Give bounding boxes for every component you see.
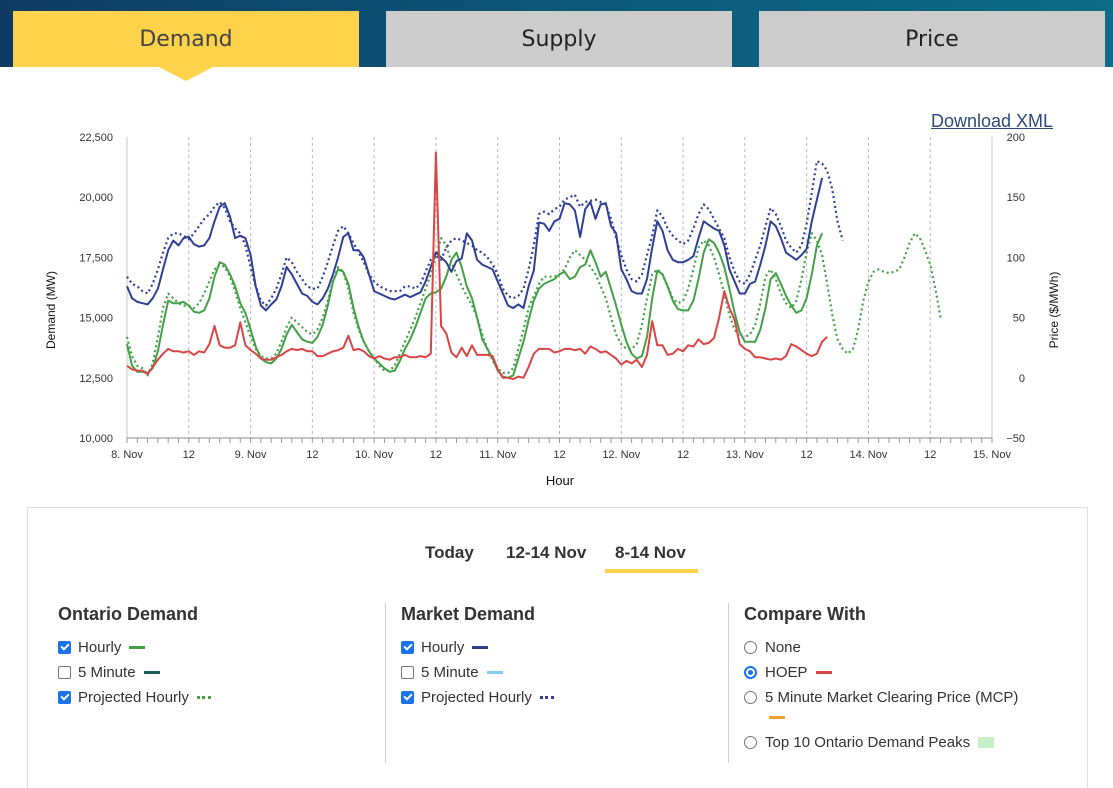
x-tick-label: 13. Nov (726, 449, 764, 461)
y2-tick-label: −50 (1006, 433, 1025, 445)
market-5min-option[interactable]: 5 Minute (401, 662, 503, 682)
column-divider (385, 603, 386, 763)
y-tick-label: 10,000 (79, 433, 113, 445)
ontario-projected-checkbox[interactable] (58, 690, 71, 704)
y-tick-label: 12,500 (79, 373, 113, 385)
compare-peaks-radio[interactable] (744, 735, 757, 749)
y-tick-label: 17,500 (79, 252, 113, 264)
legend-swatch (143, 670, 160, 674)
active-range-underline (605, 569, 698, 573)
series-ontario-hourly (126, 232, 824, 379)
option-label: 5 Minute (421, 663, 479, 681)
series-ontario-projected (125, 232, 942, 377)
active-tab-caret (159, 67, 213, 81)
range-tab-12-14-nov[interactable]: 12-14 Nov (506, 543, 587, 562)
x-tick-label: 15. Nov (973, 449, 1011, 461)
x-tick-label: 12 (306, 449, 318, 461)
option-label: Hourly (421, 638, 465, 656)
ontario-projected-option[interactable]: Projected Hourly (58, 687, 211, 707)
ontario-demand-title: Ontario Demand (58, 604, 199, 624)
legend-swatch (129, 645, 146, 649)
series-hoep (126, 151, 828, 380)
x-tick-label: 12 (677, 449, 689, 461)
market-projected-option[interactable]: Projected Hourly (401, 687, 554, 707)
compare-mcp-radio[interactable] (744, 690, 757, 704)
ontario-5min-option[interactable]: 5 Minute (58, 662, 160, 682)
x-tick-label: 12 (430, 449, 442, 461)
controls-panel (27, 507, 1088, 788)
x-tick-label: 12 (183, 449, 195, 461)
column-divider (728, 603, 729, 763)
market-hourly-checkbox[interactable] (401, 640, 414, 654)
x-tick-label: 12 (924, 449, 936, 461)
y2-tick-label: 150 (1007, 192, 1025, 204)
compare-peaks-option[interactable]: Top 10 Ontario Demand Peaks (744, 732, 995, 752)
compare-hoep-option[interactable]: HOEP (744, 662, 832, 682)
market-projected-checkbox[interactable] (401, 690, 414, 704)
y2-tick-label: 0 (1019, 373, 1025, 385)
y-tick-label: 22,500 (79, 132, 113, 144)
legend-swatch (769, 716, 785, 719)
chart-series (125, 151, 942, 380)
option-label: Projected Hourly (421, 688, 532, 706)
compare-hoep-radio[interactable] (744, 665, 757, 679)
ontario-hourly-option[interactable]: Hourly (58, 637, 146, 657)
y-tick-label: 15,000 (79, 313, 113, 325)
y2-tick-label: 200 (1007, 132, 1025, 144)
tab-demand[interactable]: Demand (13, 11, 359, 67)
legend-swatch (815, 670, 832, 674)
x-tick-label: 8. Nov (111, 449, 143, 461)
y2-axis-title: Price ($/MWh) (1047, 272, 1061, 349)
option-label: None (765, 638, 801, 656)
ontario-5min-checkbox[interactable] (58, 665, 71, 679)
market-hourly-option[interactable]: Hourly (401, 637, 489, 657)
chart-axes: 22,500 20,000 17,500 15,000 12,500 10,000 200 1… (79, 132, 1025, 461)
range-tab-8-14-nov[interactable]: 8-14 Nov (615, 543, 686, 562)
ontario-hourly-checkbox[interactable] (58, 640, 71, 654)
x-tick-label: 11. Nov (479, 449, 517, 461)
x-tick-label: 14. Nov (849, 449, 887, 461)
legend-swatch (978, 736, 995, 748)
x-tick-label: 12. Nov (602, 449, 640, 461)
legend-swatch (196, 695, 211, 699)
option-label: Top 10 Ontario Demand Peaks (765, 733, 971, 751)
option-label: 5 Minute (78, 663, 136, 681)
tab-price[interactable]: Price (759, 11, 1105, 67)
x-axis-title: Hour (546, 473, 575, 488)
legend-swatch (472, 645, 489, 649)
market-5min-checkbox[interactable] (401, 665, 414, 679)
y-axis-title: Demand (MW) (44, 271, 58, 349)
compare-mcp-option[interactable]: 5 Minute Market Clearing Price (MCP) (744, 687, 1018, 707)
demand-chart: 22,500 20,000 17,500 15,000 12,500 10,000 200 1… (44, 132, 1061, 488)
compare-none-radio[interactable] (744, 640, 757, 654)
series-market-hourly (126, 177, 824, 312)
compare-with-title: Compare With (744, 604, 866, 624)
series-market-projected (126, 160, 844, 307)
option-label: Hourly (78, 638, 122, 656)
legend-swatch (486, 670, 503, 674)
y-tick-label: 20,000 (79, 192, 113, 204)
market-demand-title: Market Demand (401, 604, 536, 624)
option-label: HOEP (765, 663, 808, 681)
compare-none-option[interactable]: None (744, 637, 801, 657)
x-tick-label: 9. Nov (235, 449, 267, 461)
option-label: Projected Hourly (78, 688, 189, 706)
tab-supply[interactable]: Supply (386, 11, 732, 67)
y2-tick-label: 100 (1007, 252, 1025, 264)
x-tick-label: 12 (801, 449, 813, 461)
option-label: 5 Minute Market Clearing Price (MCP) (765, 688, 1019, 706)
download-xml-link[interactable]: Download XML (931, 111, 1054, 131)
y2-tick-label: 50 (1013, 313, 1025, 325)
range-tab-today[interactable]: Today (425, 543, 474, 562)
x-tick-label: 12 (553, 449, 565, 461)
legend-swatch (539, 695, 554, 699)
x-tick-label: 10. Nov (355, 449, 393, 461)
